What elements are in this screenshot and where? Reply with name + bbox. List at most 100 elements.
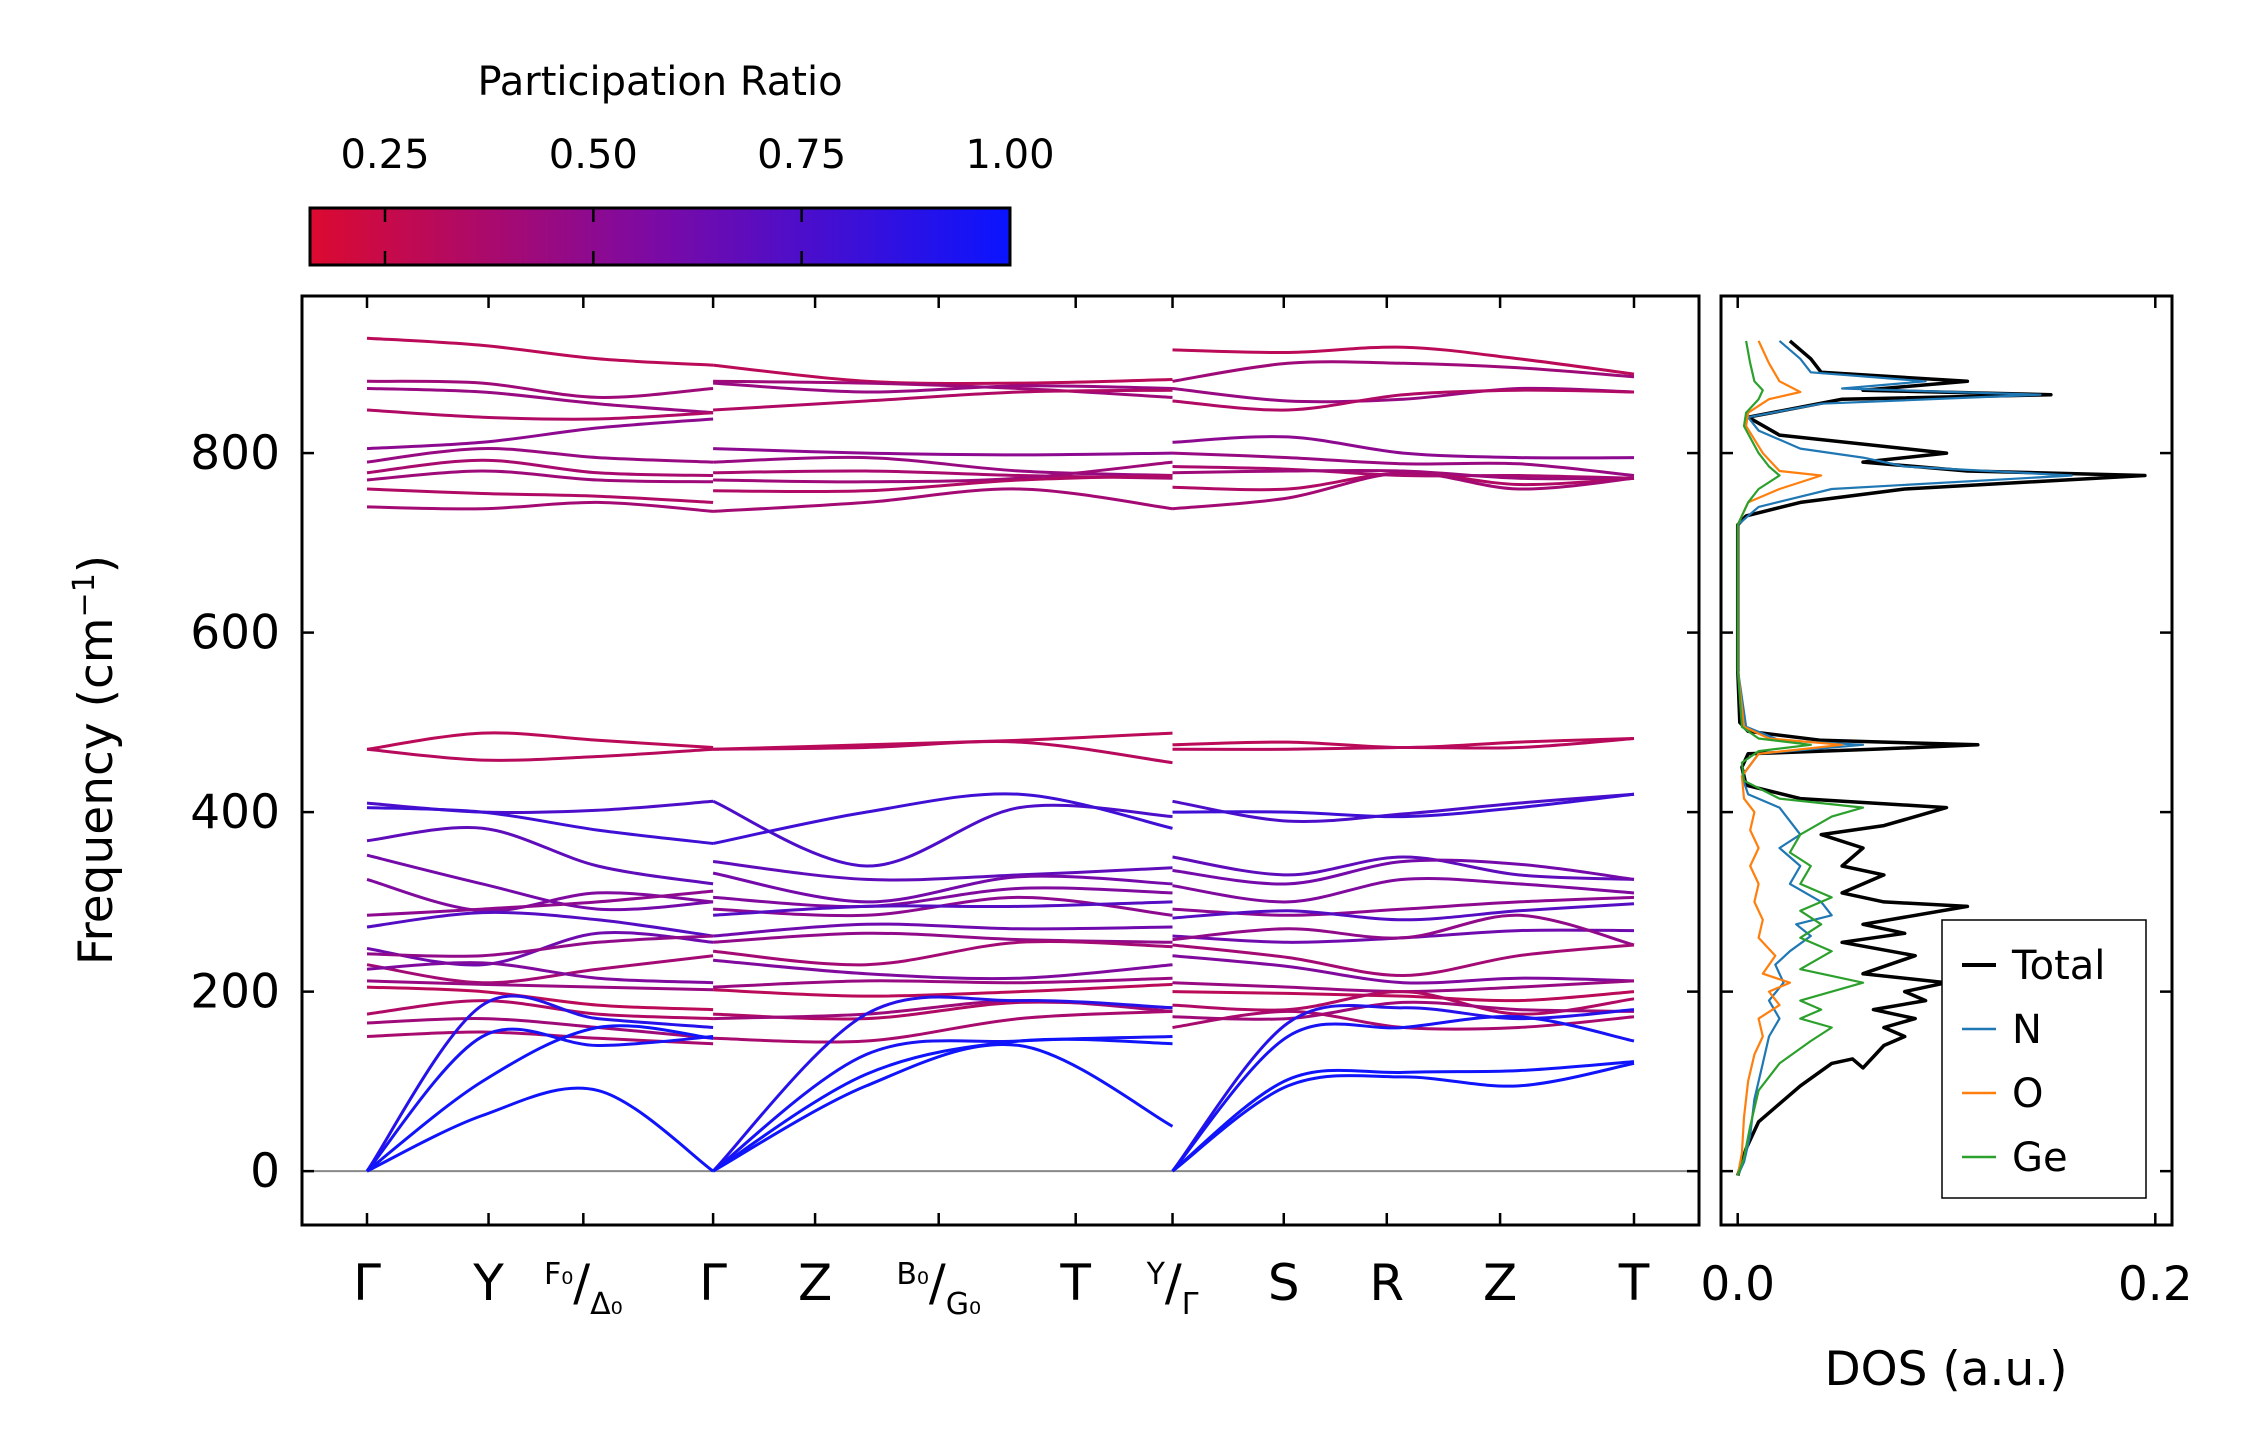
phonon-band-28-segment-1 bbox=[712, 995, 1173, 1173]
phonon-band-20-segment-2 bbox=[1172, 913, 1635, 947]
phonon-band-30-segment-2 bbox=[1171, 1060, 1635, 1173]
phonon-band-1-segment-0 bbox=[366, 379, 714, 399]
y-axis-ticks: 0 200 400 600 800 bbox=[190, 426, 1699, 1199]
phonon-band-28-segment-0 bbox=[365, 994, 714, 1172]
dos-line-ge bbox=[1736, 340, 1865, 1176]
phonon-band-26-segment-1 bbox=[713, 999, 1173, 1021]
phonon-band-4-segment-1 bbox=[713, 447, 1173, 457]
phonon-band-23-segment-0 bbox=[366, 979, 714, 992]
dos-legend: Total NO Ge bbox=[1941, 919, 2147, 1199]
legend-label-o: O bbox=[2012, 1071, 2043, 1117]
phonon-band-18-segment-0 bbox=[366, 910, 714, 938]
phonon-band-10-segment-1 bbox=[713, 731, 1173, 751]
band-plot-frame bbox=[300, 294, 1701, 1227]
dos-x-axis-label: DOS (a.u.) bbox=[1824, 1342, 2067, 1397]
phonon-band-3-segment-2 bbox=[1172, 388, 1635, 412]
phonon-band-20-segment-0 bbox=[366, 934, 714, 958]
phonon-band-21-segment-0 bbox=[366, 954, 714, 985]
phonon-band-1-segment-2 bbox=[1172, 360, 1635, 383]
phonon-band-13-segment-2 bbox=[1172, 792, 1635, 819]
dos-line-o bbox=[1736, 340, 1844, 1176]
high-symmetry-label: R bbox=[1369, 1254, 1404, 1312]
phonon-band-0-segment-2 bbox=[1172, 345, 1635, 376]
phonon-band-16-segment-2 bbox=[1172, 877, 1635, 904]
phonon-band-3-segment-0 bbox=[366, 408, 714, 421]
phonon-band-6-segment-2 bbox=[1172, 465, 1635, 480]
colorbar: Participation Ratio 0.25 0.50 0.75 1.00 bbox=[308, 59, 1055, 267]
phonon-band-9-segment-2 bbox=[1172, 471, 1635, 511]
phonon-band-31-segment-2 bbox=[1171, 1061, 1635, 1173]
y-tick-label: 400 bbox=[190, 785, 280, 840]
y-axis-label-superscript: −1 bbox=[67, 573, 102, 617]
high-symmetry-ticks: Γ Y F₀/Δ₀ Γ Z B₀/G₀ T Y/Γ S R Z T bbox=[353, 296, 1650, 1322]
phonon-band-17-segment-2 bbox=[1172, 895, 1635, 917]
high-symmetry-label-pre: F₀ bbox=[544, 1257, 573, 1292]
dos-x-tick-label: 0.2 bbox=[2118, 1257, 2193, 1312]
phonon-band-5-segment-0 bbox=[366, 447, 714, 464]
high-symmetry-label: T bbox=[1059, 1254, 1091, 1312]
dos-axis-ticks: 0.0 0.2 bbox=[1700, 296, 2193, 1312]
phonon-band-17-segment-0 bbox=[366, 889, 714, 917]
colorbar-gradient bbox=[308, 206, 1012, 267]
phonon-band-14-segment-0 bbox=[366, 826, 714, 886]
y-tick-label: 0 bbox=[250, 1144, 280, 1199]
phonon-band-22-segment-0 bbox=[366, 961, 714, 985]
phonon-band-20-segment-1 bbox=[713, 931, 1173, 944]
colorbar-tick-label: 0.25 bbox=[340, 132, 429, 178]
high-symmetry-label-post: Δ₀ bbox=[590, 1287, 623, 1322]
phonon-band-8-segment-1 bbox=[713, 474, 1173, 494]
phonon-band-3-segment-1 bbox=[713, 388, 1173, 412]
phonon-band-14-segment-2 bbox=[1172, 855, 1635, 881]
phonon-band-7-segment-0 bbox=[366, 469, 714, 484]
phonon-band-16-segment-1 bbox=[713, 886, 1173, 909]
phonon-band-23-segment-1 bbox=[713, 976, 1173, 989]
phonon-band-25-segment-0 bbox=[366, 999, 714, 1021]
phonon-band-18-segment-1 bbox=[713, 900, 1173, 917]
phonon-band-15-segment-0 bbox=[366, 853, 714, 912]
phonon-band-7-segment-1 bbox=[713, 460, 1173, 484]
phonon-band-6-segment-0 bbox=[366, 458, 714, 477]
phonon-band-31-segment-1 bbox=[712, 1043, 1174, 1173]
colorbar-tick-label: 0.75 bbox=[757, 132, 846, 178]
high-symmetry-label: S bbox=[1268, 1254, 1300, 1312]
phonon-band-12-segment-0 bbox=[366, 799, 714, 815]
phonon-band-5-segment-1 bbox=[713, 455, 1173, 477]
phonon-band-11-segment-1 bbox=[713, 740, 1173, 765]
phonon-band-24-segment-0 bbox=[366, 985, 714, 1012]
colorbar-tick-label: 0.50 bbox=[549, 132, 638, 178]
phonon-band-11-segment-2 bbox=[1172, 737, 1635, 751]
phonon-band-1-segment-1 bbox=[713, 379, 1173, 399]
phonon-band-10-segment-0 bbox=[366, 731, 714, 751]
phonon-band-29-segment-0 bbox=[365, 1027, 714, 1173]
phonon-band-4-segment-2 bbox=[1172, 435, 1635, 460]
phonon-band-22-segment-1 bbox=[712, 958, 1173, 981]
phonon-band-27-segment-1 bbox=[713, 1009, 1173, 1044]
phonon-band-2-segment-0 bbox=[366, 387, 714, 415]
dos-line-total bbox=[1735, 339, 2147, 1177]
phonon-band-24-segment-1 bbox=[713, 982, 1173, 998]
colorbar-title: Participation Ratio bbox=[477, 59, 842, 105]
dos-series bbox=[1735, 339, 2147, 1177]
phonon-band-14-segment-1 bbox=[712, 860, 1173, 882]
phonon-band-4-segment-0 bbox=[366, 417, 714, 451]
high-symmetry-label: Y bbox=[472, 1254, 504, 1312]
phonon-band-0-segment-1 bbox=[712, 363, 1173, 385]
y-tick-label: 200 bbox=[190, 965, 280, 1020]
high-symmetry-label-main: / bbox=[929, 1254, 946, 1312]
phonon-band-22-segment-2 bbox=[1172, 954, 1635, 985]
high-symmetry-label: B₀/G₀ bbox=[896, 1254, 981, 1322]
dos-plot-frame bbox=[1719, 294, 2174, 1227]
phonon-band-11-segment-0 bbox=[366, 747, 714, 762]
phonon-band-21-segment-2 bbox=[1172, 943, 1635, 978]
y-tick-label: 600 bbox=[190, 606, 280, 661]
phonon-band-2-segment-2 bbox=[1172, 386, 1635, 404]
colorbar-ticks: 0.25 0.50 0.75 1.00 bbox=[340, 132, 1055, 265]
y-tick-label: 800 bbox=[190, 426, 280, 481]
phonon-band-19-segment-1 bbox=[712, 922, 1173, 938]
phonon-band-9-segment-1 bbox=[713, 487, 1173, 513]
high-symmetry-label-main: / bbox=[573, 1254, 590, 1312]
phonon-band-26-segment-0 bbox=[366, 1017, 714, 1040]
legend-label-total: Total bbox=[2011, 943, 2105, 989]
colorbar-tick-label: 1.00 bbox=[965, 132, 1054, 178]
